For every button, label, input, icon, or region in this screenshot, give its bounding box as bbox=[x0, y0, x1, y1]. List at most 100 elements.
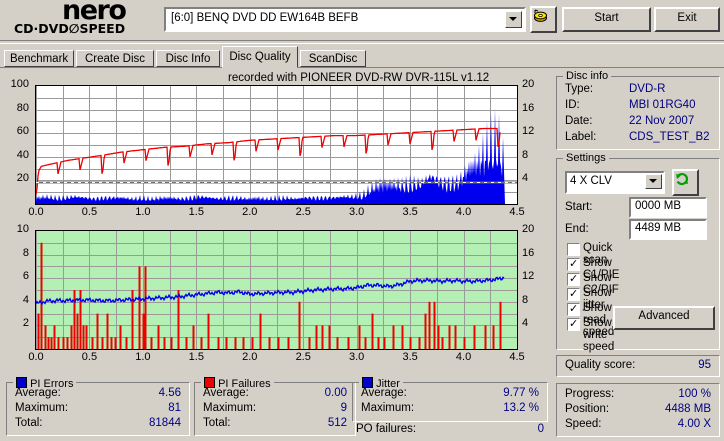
check-icon: ✓ bbox=[569, 287, 579, 300]
disc-id-label: ID: bbox=[565, 99, 580, 111]
check-icon: ✓ bbox=[569, 302, 579, 315]
tab-benchmark[interactable]: Benchmark bbox=[4, 50, 74, 67]
plot-canvas bbox=[36, 86, 517, 204]
series-read-speed bbox=[36, 127, 501, 195]
plot-canvas bbox=[36, 231, 517, 349]
chevron-down-icon bbox=[649, 179, 657, 183]
checkbox-label: Show jitter bbox=[583, 287, 612, 311]
y-axis-left-tick: 40 bbox=[16, 148, 29, 161]
recycle-refresh-icon bbox=[676, 173, 689, 186]
progress-value: 100 % bbox=[678, 388, 711, 400]
settings-title: Settings bbox=[563, 152, 609, 164]
plot-area bbox=[35, 230, 518, 350]
start-button[interactable]: Start bbox=[562, 7, 651, 32]
plot-area bbox=[35, 85, 518, 205]
y-axis-right-tick: 20 bbox=[522, 223, 535, 235]
checkbox-show-jitter[interactable]: ✓ bbox=[567, 288, 580, 301]
jitter-maximum-label: Maximum: bbox=[361, 402, 415, 414]
series-pi-failures bbox=[37, 242, 502, 349]
speed-select-arrow-button[interactable] bbox=[645, 174, 662, 189]
logo-tagline-left: CD·DVD bbox=[14, 21, 69, 36]
tab-disc-info[interactable]: Disc Info bbox=[156, 50, 220, 67]
jitter-maximum-value: 13.2 % bbox=[503, 402, 539, 414]
y-axis-left-tick: 8 bbox=[22, 246, 29, 259]
jitter-average-label: Average: bbox=[361, 387, 407, 399]
quality-score-panel: Quality score: 95 bbox=[556, 355, 720, 377]
checkbox-quick-scan[interactable] bbox=[567, 243, 580, 256]
logo-tagline-right: SPEED bbox=[79, 21, 126, 36]
pi-errors-panel: PI Errors Average: 4.56 Maximum: 81 Tota… bbox=[6, 376, 190, 436]
x-axis-tick: 2.0 bbox=[242, 351, 258, 363]
y-axis-right-tick: 20 bbox=[522, 78, 535, 90]
y-axis-left-tick: 2 bbox=[22, 317, 29, 330]
pie-read-speed-chart: 100 80 60 40 20 20 16 12 8 4 0.0 0.5 1.0 1.5 2.0 2.5 3.0… bbox=[5, 72, 549, 220]
exit-button[interactable]: Exit bbox=[654, 7, 720, 32]
scan-start-label: Start: bbox=[565, 201, 593, 213]
scan-end-label: End: bbox=[565, 223, 589, 235]
disc-type-value: DVD-R bbox=[629, 83, 666, 95]
check-icon: ✓ bbox=[569, 257, 579, 270]
position-value: 4488 MB bbox=[664, 403, 711, 415]
x-axis-tick: 1.0 bbox=[135, 206, 151, 218]
tab-label: Create Disc bbox=[84, 53, 146, 65]
x-axis-tick: 3.5 bbox=[402, 351, 418, 363]
y-axis-left-tick: 4 bbox=[22, 293, 29, 306]
scan-end-field[interactable]: 4489 MB bbox=[629, 219, 707, 240]
po-failures-value: 0 bbox=[537, 423, 544, 435]
tab-disc-quality[interactable]: Disc Quality bbox=[222, 46, 298, 68]
scan-start-field[interactable]: 0000 MB bbox=[629, 197, 707, 218]
drive-select[interactable]: [6:0] BENQ DVD DD EW164B BEFB bbox=[164, 7, 526, 32]
speed-value: 4.00 X bbox=[677, 418, 711, 430]
logo-tagline: CD·DVD∅SPEED bbox=[14, 21, 164, 36]
tab-label: Disc Quality bbox=[229, 51, 291, 63]
tab-bar: Benchmark Create Disc Disc Info Disc Qualit… bbox=[0, 46, 724, 68]
x-axis-tick: 4.0 bbox=[455, 206, 472, 218]
checkbox-show-c2-pif[interactable]: ✓ bbox=[567, 273, 580, 286]
checkbox-show-c1-pie[interactable]: ✓ bbox=[567, 258, 580, 271]
series-jitter bbox=[36, 276, 505, 306]
disc-refresh-icon bbox=[534, 9, 547, 22]
tab-create-disc[interactable]: Create Disc bbox=[76, 50, 154, 67]
checkbox-label: Show C1/PIE bbox=[583, 257, 620, 281]
pi-errors-maximum-label: Maximum: bbox=[15, 402, 69, 414]
checkbox-show-read-speed[interactable]: ✓ bbox=[567, 303, 580, 316]
x-axis-tick: 4.0 bbox=[455, 351, 472, 363]
tab-scandisc[interactable]: ScanDisc bbox=[300, 50, 366, 67]
advanced-button[interactable]: Advanced bbox=[613, 306, 715, 330]
pi-failures-panel: PI Failures Average: 0.00 Maximum: 9 Tot… bbox=[194, 376, 356, 436]
logo-slash-icon: ∅ bbox=[68, 21, 80, 36]
x-axis-tick: 0.5 bbox=[81, 351, 98, 363]
x-axis-tick: 1.5 bbox=[188, 206, 204, 218]
disc-label-label: Label: bbox=[565, 131, 597, 143]
refresh-drive-button[interactable] bbox=[530, 6, 557, 33]
disc-type-label: Type: bbox=[565, 83, 594, 95]
pi-errors-average-value: 4.56 bbox=[158, 387, 181, 399]
pi-failures-maximum-value: 9 bbox=[340, 402, 347, 414]
checkbox-label: Quick scan bbox=[583, 242, 613, 266]
y-axis-right-tick: 8 bbox=[522, 148, 529, 161]
disc-info-title: Disc info bbox=[563, 70, 612, 82]
x-axis-tick: 3.0 bbox=[349, 351, 365, 363]
x-axis-tick: 3.0 bbox=[349, 206, 365, 218]
y-axis-left-tick: 20 bbox=[16, 172, 29, 185]
x-axis-tick: 1.0 bbox=[135, 351, 151, 363]
series-pi-errors bbox=[36, 109, 517, 204]
disc-label-value: CDS_TEST_B2 bbox=[629, 131, 710, 143]
y-axis-right-tick: 12 bbox=[522, 270, 535, 283]
speed-select[interactable]: 4 X CLV bbox=[565, 171, 665, 194]
y-axis-left-tick: 100 bbox=[10, 78, 29, 90]
drive-select-arrow-button[interactable] bbox=[505, 11, 522, 28]
tab-underline bbox=[0, 67, 724, 68]
jitter-average-value: 9.77 % bbox=[503, 387, 539, 399]
quality-score-value: 95 bbox=[698, 359, 711, 371]
refresh-speed-button[interactable] bbox=[672, 169, 699, 196]
y-axis-left-tick: 10 bbox=[16, 223, 29, 235]
pi-failures-total-value: 512 bbox=[327, 417, 347, 429]
y-axis-right-tick: 16 bbox=[522, 101, 535, 114]
disc-id-value: MBI 01RG40 bbox=[629, 99, 696, 111]
settings-panel: Settings 4 X CLV Start: 0000 MB End: 448… bbox=[556, 152, 720, 353]
tab-label: Benchmark bbox=[10, 53, 69, 65]
pi-failures-average-label: Average: bbox=[203, 387, 249, 399]
checkbox-show-write-speed[interactable]: ✓ bbox=[567, 318, 580, 331]
y-axis-right-tick: 12 bbox=[522, 125, 535, 138]
